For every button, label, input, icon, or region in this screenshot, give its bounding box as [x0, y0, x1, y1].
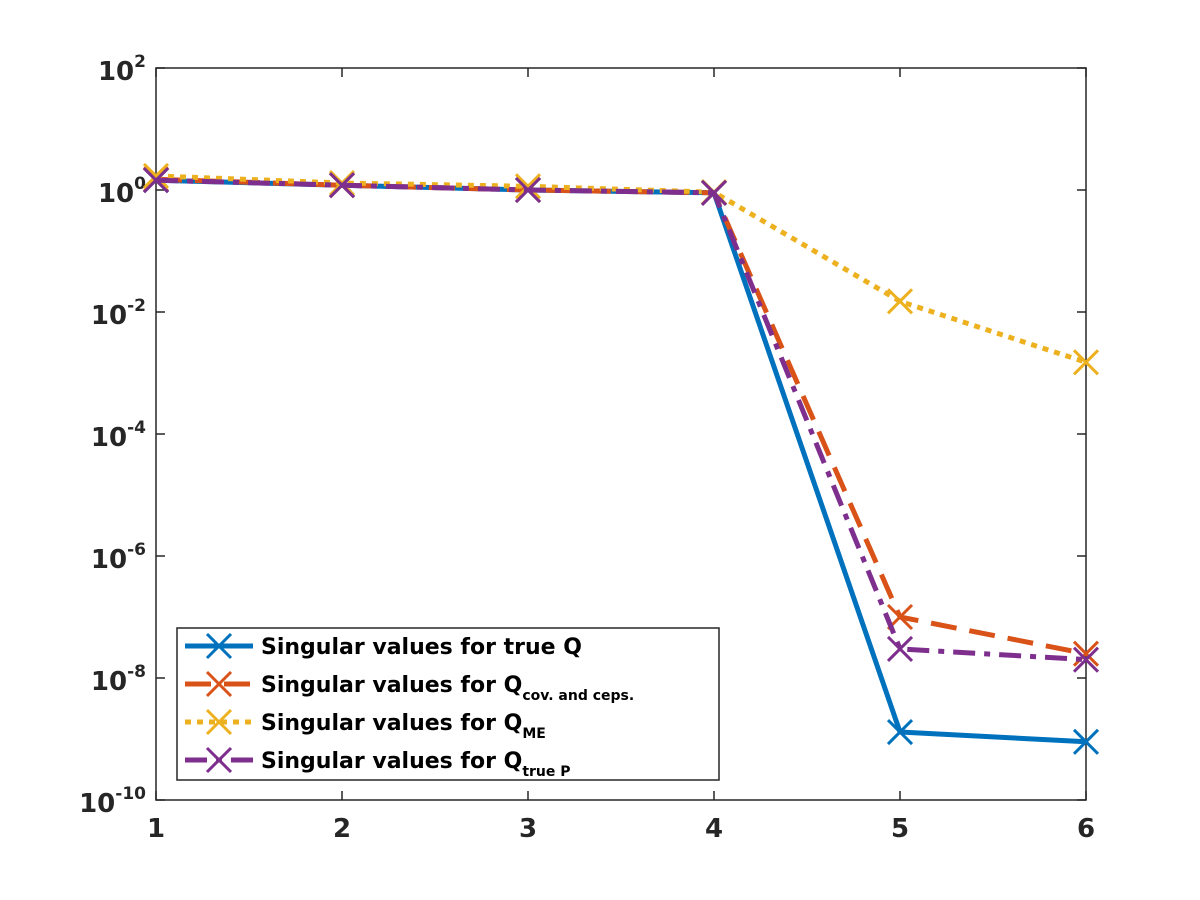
series-line	[155, 173, 1087, 365]
legend-label-main: Singular values for Q	[261, 673, 522, 698]
legend: Singular values for true Q Singular value…	[176, 627, 720, 781]
legend-marker	[205, 670, 233, 698]
series-layer	[142, 162, 1100, 755]
y-tick-label: 10-2	[91, 296, 146, 331]
x-marker-stroke	[205, 746, 233, 774]
x-marker-stroke	[1072, 728, 1100, 755]
legend-label-main: Singular values for Q	[261, 711, 522, 736]
data-point	[1072, 640, 1100, 667]
y-tick-base: 10	[91, 423, 127, 453]
legend-label-subscript: ME	[522, 726, 546, 742]
y-tick-exponent: -10	[115, 784, 146, 804]
x-marker-stroke	[1072, 646, 1100, 673]
x-tick-label: 1	[147, 814, 165, 844]
legend-label: Singular values for Qcov. and ceps.	[261, 673, 634, 704]
y-tick-label: 10-4	[91, 418, 146, 453]
x-marker-stroke	[514, 173, 542, 200]
x-tick-label: 4	[705, 814, 723, 844]
data-point	[514, 176, 542, 204]
legend-label-main: Singular values for true Q	[261, 635, 582, 660]
x-tick-label: 3	[519, 814, 537, 844]
legend-marker	[205, 746, 233, 774]
y-tick-exponent: -6	[127, 540, 146, 560]
y-tick-exponent: -4	[127, 418, 146, 438]
data-point	[700, 179, 728, 206]
legend-entry: Singular values for Qcov. and ceps.	[185, 670, 634, 704]
x-tick-label: 5	[891, 814, 909, 844]
legend-entry: Singular values for Qtrue P	[185, 746, 571, 780]
legend-marker	[205, 708, 233, 736]
x-marker-stroke	[328, 172, 356, 199]
y-tick-base: 10	[98, 57, 134, 87]
y-tick-base: 10	[98, 179, 134, 209]
y-tick-label: 10-10	[79, 784, 146, 819]
legend-box	[176, 627, 720, 781]
legend-entry: Singular values for true Q	[185, 632, 582, 660]
y-tick-base: 10	[79, 789, 115, 819]
y-tick-label: 102	[98, 52, 146, 87]
legend-entry: Singular values for QME	[185, 708, 546, 742]
y-tick-exponent: -2	[127, 296, 146, 316]
x-tick-label: 2	[333, 814, 351, 844]
legend-label: Singular values for QME	[261, 711, 546, 742]
y-tick-base: 10	[91, 667, 127, 697]
data-point	[1072, 728, 1100, 755]
data-point	[1072, 646, 1100, 673]
y-tick-exponent: 0	[134, 174, 146, 194]
x-marker-stroke	[205, 632, 233, 660]
legend-label-subscript: true P	[522, 764, 570, 780]
y-tick-label: 10-6	[91, 540, 146, 575]
data-point	[142, 162, 170, 190]
y-tick-base: 10	[91, 301, 127, 331]
y-tick-base: 10	[91, 545, 127, 575]
legend-label-subscript: cov. and ceps.	[522, 688, 634, 704]
data-point	[886, 718, 914, 746]
data-point	[514, 173, 542, 200]
legend-label-main: Singular values for Q	[261, 749, 522, 774]
series-4	[142, 167, 1100, 673]
x-marker-stroke	[142, 167, 170, 194]
data-point	[1072, 349, 1100, 376]
y-tick-label: 100	[98, 174, 146, 209]
x-marker-stroke	[142, 162, 170, 190]
x-marker-stroke	[886, 718, 914, 746]
series-line	[155, 177, 1087, 663]
data-point	[886, 635, 914, 662]
legend-marker	[205, 632, 233, 660]
x-marker-stroke	[514, 176, 542, 204]
legend-label: Singular values for true Q	[261, 635, 582, 660]
data-point	[328, 172, 356, 199]
x-marker-stroke	[700, 179, 728, 206]
data-point	[886, 288, 914, 315]
x-tick-label: 6	[1077, 814, 1095, 844]
x-marker-stroke	[205, 670, 233, 698]
y-tick-label: 10-8	[91, 662, 146, 697]
x-marker-stroke	[205, 708, 233, 736]
legend-label: Singular values for Qtrue P	[261, 749, 571, 780]
x-marker-stroke	[886, 288, 914, 315]
y-tick-exponent: 2	[134, 52, 146, 72]
y-tick-exponent: -8	[127, 662, 146, 682]
x-marker-stroke	[886, 635, 914, 662]
x-marker-stroke	[1072, 349, 1100, 376]
data-point	[142, 167, 170, 194]
x-marker-stroke	[1072, 640, 1100, 667]
